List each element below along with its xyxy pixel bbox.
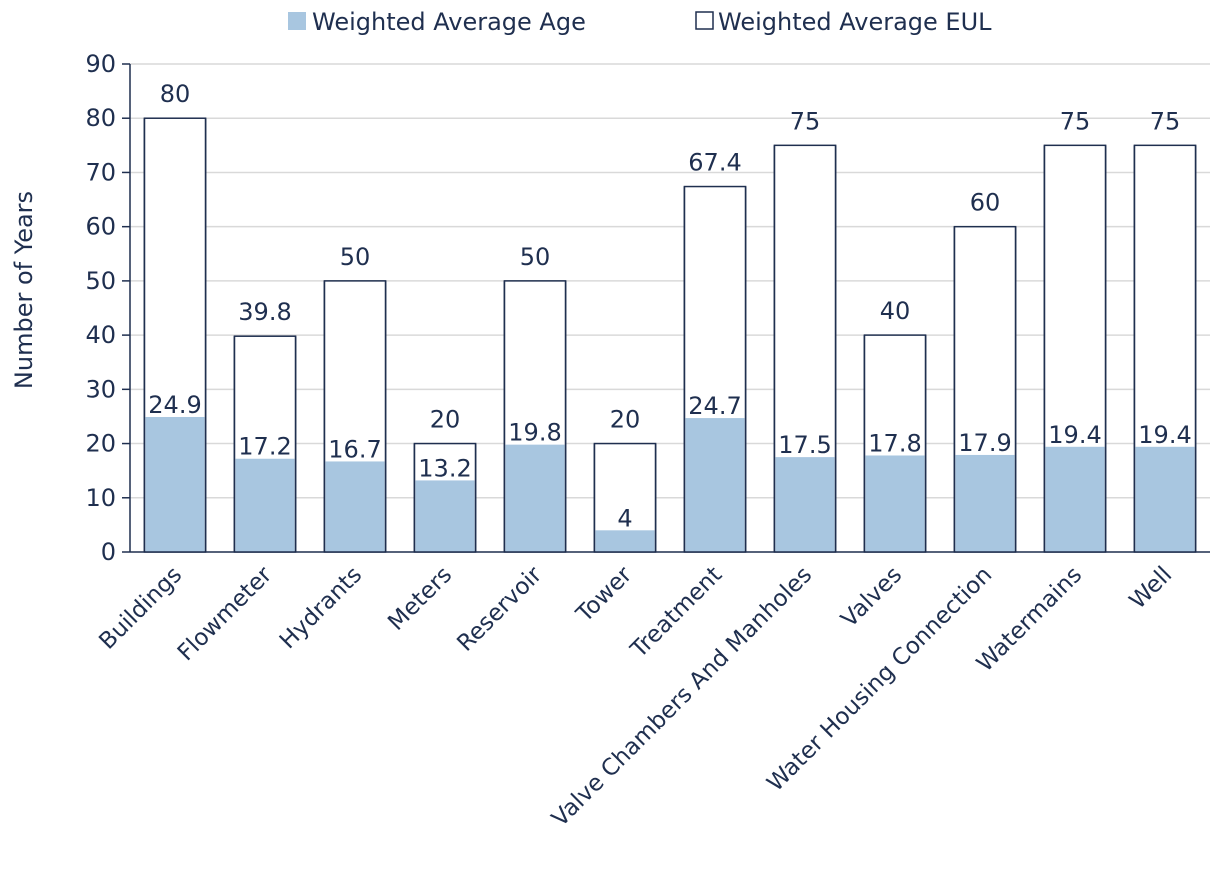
y-tick-label-70: 70 xyxy=(85,158,116,186)
y-tick-label-50: 50 xyxy=(85,267,116,295)
data-label-eul-2: 50 xyxy=(340,243,371,271)
legend: Weighted Average Age Weighted Average EU… xyxy=(288,8,992,36)
y-tick-label-90: 90 xyxy=(85,50,116,78)
data-label-age-11: 19.4 xyxy=(1138,421,1191,449)
data-label-eul-8: 40 xyxy=(880,297,911,325)
legend-swatch-eul xyxy=(695,11,714,30)
bar-age-6 xyxy=(685,418,745,552)
data-label-eul-0: 80 xyxy=(160,80,191,108)
legend-label-eul: Weighted Average EUL xyxy=(718,8,992,36)
x-tick-label-5: Tower xyxy=(571,561,638,628)
data-label-age-7: 17.5 xyxy=(778,431,831,459)
bar-age-11 xyxy=(1135,446,1195,552)
x-tick-label-2: Hydrants xyxy=(275,562,367,654)
data-label-eul-9: 60 xyxy=(970,189,1001,217)
data-label-eul-3: 20 xyxy=(430,406,461,434)
data-label-eul-4: 50 xyxy=(520,243,551,271)
legend-swatch-age xyxy=(288,12,306,30)
x-tick-label-8: Valves xyxy=(836,562,907,633)
bar-age-7 xyxy=(775,457,835,552)
bar-age-4 xyxy=(505,444,565,552)
y-tick-label-30: 30 xyxy=(85,375,116,403)
data-label-eul-6: 67.4 xyxy=(688,149,741,177)
bar-age-10 xyxy=(1045,446,1105,552)
data-label-eul-11: 75 xyxy=(1150,107,1181,135)
data-label-eul-10: 75 xyxy=(1060,107,1091,135)
data-label-age-2: 16.7 xyxy=(328,435,381,463)
x-tick-label-0: Buildings xyxy=(94,562,187,655)
y-tick-label-60: 60 xyxy=(85,213,116,241)
data-label-age-8: 17.8 xyxy=(868,429,921,457)
y-tick-label-10: 10 xyxy=(85,484,116,512)
y-axis-ticks: 0 10 20 30 40 50 60 70 80 90 xyxy=(85,50,130,566)
x-tick-label-3: Meters xyxy=(383,562,457,636)
bar-age-1 xyxy=(235,458,295,552)
x-tick-label-1: Flowmeter xyxy=(173,561,278,666)
data-label-age-4: 19.8 xyxy=(508,419,561,447)
bar-age-2 xyxy=(325,461,385,552)
bar-age-3 xyxy=(415,480,475,552)
legend-label-age: Weighted Average Age xyxy=(312,8,586,36)
data-label-age-10: 19.4 xyxy=(1048,421,1101,449)
data-label-age-0: 24.9 xyxy=(148,391,201,419)
y-tick-label-20: 20 xyxy=(85,430,116,458)
y-tick-label-0: 0 xyxy=(101,538,116,566)
bar-age-8 xyxy=(865,455,925,552)
bars xyxy=(143,117,1197,553)
x-tick-label-4: Reservoir xyxy=(452,561,547,656)
bar-age-5 xyxy=(595,530,655,552)
y-tick-label-40: 40 xyxy=(85,321,116,349)
data-label-age-6: 24.7 xyxy=(688,392,741,420)
y-tick-label-80: 80 xyxy=(85,104,116,132)
data-label-eul-7: 75 xyxy=(790,107,821,135)
bar-age-9 xyxy=(955,454,1015,552)
data-label-eul-1: 39.8 xyxy=(238,298,291,326)
data-label-age-9: 17.9 xyxy=(958,429,1011,457)
data-label-age-5: 4 xyxy=(617,504,632,532)
y-axis-title: Number of Years xyxy=(10,191,38,389)
data-label-age-3: 13.2 xyxy=(418,454,471,482)
bar-age-0 xyxy=(145,416,205,552)
x-tick-label-11: Well xyxy=(1125,562,1178,615)
data-labels: 80 24.9 39.8 17.2 50 16.7 20 13.2 50 19.8 20 4 67.4 2… xyxy=(148,80,1191,532)
data-label-eul-5: 20 xyxy=(610,406,641,434)
gridlines xyxy=(130,63,1210,499)
data-label-age-1: 17.2 xyxy=(238,433,291,461)
